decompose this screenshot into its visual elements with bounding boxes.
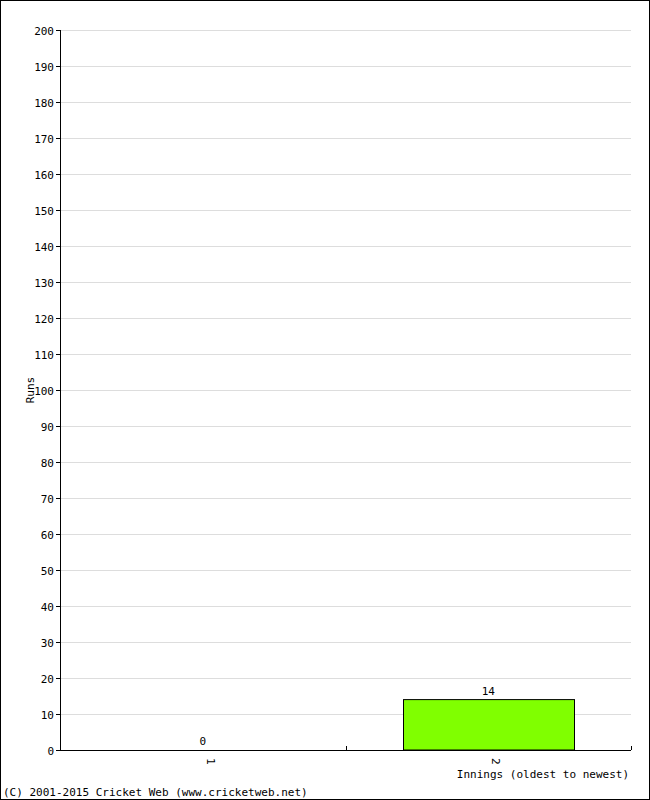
- x-axis-label: Innings (oldest to newest): [457, 768, 629, 781]
- grid-line: [60, 498, 631, 499]
- y-tick-label: 120: [34, 313, 54, 326]
- y-tick-label: 140: [34, 241, 54, 254]
- y-tick-label: 130: [34, 277, 54, 290]
- grid-line: [60, 642, 631, 643]
- y-tick: [56, 678, 60, 679]
- grid-line: [60, 678, 631, 679]
- x-tick-label: 1: [204, 758, 217, 765]
- grid-line: [60, 66, 631, 67]
- y-tick-label: 160: [34, 169, 54, 182]
- grid-line: [60, 426, 631, 427]
- y-tick: [56, 498, 60, 499]
- annotation: (C) 2001-2015 Cricket Web (www.cricketwe…: [3, 786, 308, 799]
- y-tick: [56, 534, 60, 535]
- y-tick: [56, 246, 60, 247]
- grid-line: [60, 318, 631, 319]
- grid-line: [60, 174, 631, 175]
- y-tick-label: 60: [41, 529, 54, 542]
- y-tick: [56, 66, 60, 67]
- y-tick: [56, 426, 60, 427]
- y-tick: [56, 750, 60, 751]
- y-tick-label: 40: [41, 601, 54, 614]
- grid-line: [60, 390, 631, 391]
- chart-container: 0102030405060708090100110120130140150160…: [0, 0, 650, 800]
- y-tick: [56, 354, 60, 355]
- y-tick: [56, 390, 60, 391]
- grid-line: [60, 462, 631, 463]
- grid-line: [60, 102, 631, 103]
- y-tick: [56, 606, 60, 607]
- y-tick-label: 50: [41, 565, 54, 578]
- y-tick-label: 200: [34, 25, 54, 38]
- labels: 0 1 14 2: [199, 685, 502, 765]
- y-tick: [56, 318, 60, 319]
- y-tick-label: 30: [41, 637, 54, 650]
- y-tick: [56, 642, 60, 643]
- y-tick: [56, 210, 60, 211]
- grid-line: [60, 30, 631, 31]
- y-tick: [56, 138, 60, 139]
- y-tick-label: 0: [47, 745, 54, 758]
- y-axis-label: Runs: [24, 377, 37, 404]
- y-tick: [56, 30, 60, 31]
- y-tick: [56, 714, 60, 715]
- grid-line: [60, 210, 631, 211]
- bar: [118, 750, 289, 751]
- background: [1, 1, 650, 800]
- grid-line: [60, 354, 631, 355]
- grid-line: [60, 246, 631, 247]
- y-tick-label: 110: [34, 349, 54, 362]
- y-tick: [56, 570, 60, 571]
- y-tick: [56, 102, 60, 103]
- grid-line: [60, 750, 631, 751]
- y-tick-label: 190: [34, 61, 54, 74]
- y-tick: [56, 462, 60, 463]
- grid-line: [60, 534, 631, 535]
- bar: [404, 700, 575, 750]
- y-tick-label: 180: [34, 97, 54, 110]
- y-tick-label: 170: [34, 133, 54, 146]
- y-tick-label: 90: [41, 421, 54, 434]
- data-label: 0: [199, 735, 206, 748]
- grid-line: [60, 282, 631, 283]
- y-tick: [56, 282, 60, 283]
- y-tick-label: 10: [41, 709, 54, 722]
- y-tick: [56, 174, 60, 175]
- y-tick-label: 70: [41, 493, 54, 506]
- y-tick-label: 100: [34, 385, 54, 398]
- bars: [404, 700, 575, 750]
- y-axis: [60, 30, 61, 750]
- chart: 0102030405060708090100110120130140150160…: [0, 0, 650, 800]
- x-tick: [631, 746, 632, 750]
- y-tick-label: 80: [41, 457, 54, 470]
- data-label: 14: [482, 685, 496, 698]
- y-tick-label: 20: [41, 673, 54, 686]
- x-tick: [346, 746, 347, 750]
- x-tick-label: 2: [489, 758, 502, 765]
- x-axis: [60, 750, 631, 751]
- y-tick-label: 150: [34, 205, 54, 218]
- grid-line: [60, 138, 631, 139]
- grid-line: [60, 606, 631, 607]
- grid-line: [60, 570, 631, 571]
